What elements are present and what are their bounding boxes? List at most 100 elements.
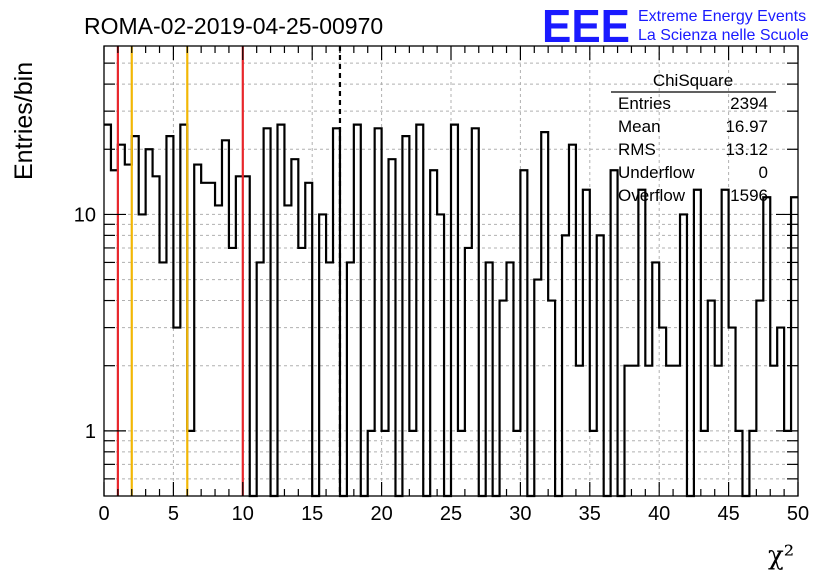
histogram-bin — [194, 165, 201, 496]
x-tick-label: 30 — [509, 503, 531, 525]
y-axis-label: Entries/bin — [10, 62, 38, 180]
stats-label-underflow: Underflow — [618, 163, 695, 182]
histogram-bin — [139, 214, 146, 496]
histogram-bin — [673, 366, 680, 496]
histogram-bin — [500, 301, 507, 496]
histogram-bin — [756, 301, 763, 496]
histogram-bin — [166, 136, 173, 496]
histogram-bin — [146, 149, 153, 496]
histogram-bin — [257, 262, 264, 496]
histogram-bin — [645, 366, 652, 496]
histogram-bin — [701, 431, 708, 496]
histogram-bin — [763, 197, 770, 496]
histogram-bin — [347, 262, 354, 496]
histogram-bin — [222, 140, 229, 496]
histogram-bin — [208, 183, 215, 496]
histogram-bin — [458, 431, 465, 496]
histogram-bin — [576, 366, 583, 496]
histogram-bin — [472, 128, 479, 496]
histogram-bin — [382, 431, 389, 496]
y-tick-label: 1 — [85, 421, 96, 443]
histogram-bin — [291, 159, 298, 496]
histogram-bin — [319, 214, 326, 496]
stats-value-overflow: 1596 — [730, 186, 768, 205]
stats-value-rms: 13.12 — [725, 140, 768, 159]
histogram-bin — [465, 248, 472, 496]
histogram-bin — [416, 125, 423, 496]
logo-line-1: Extreme Energy Events — [638, 8, 806, 25]
stats-value-entries: 2394 — [730, 94, 768, 113]
histogram-bin — [153, 176, 160, 496]
histogram-bin — [520, 170, 527, 496]
x-tick-label: 45 — [717, 503, 739, 525]
histogram-bin — [729, 328, 736, 496]
histogram-bin — [173, 328, 180, 496]
histogram-bin — [513, 431, 520, 496]
histogram-bin — [368, 431, 375, 496]
histogram-bin — [659, 328, 666, 496]
histogram-bin — [680, 214, 687, 496]
histogram-bin — [298, 248, 305, 496]
histogram-bin — [229, 248, 236, 496]
histogram-bin — [284, 205, 291, 496]
stats-value-mean: 16.97 — [725, 117, 768, 136]
histogram-bin — [631, 366, 638, 496]
histogram-bin — [264, 128, 271, 496]
x-tick-label: 40 — [648, 503, 670, 525]
histogram-bin — [409, 431, 416, 496]
histogram-bin — [486, 262, 493, 496]
histogram-bin — [638, 190, 645, 496]
histogram-bin — [694, 190, 701, 496]
reference-lines — [116, 46, 342, 496]
y-tick-label: 10 — [74, 204, 96, 226]
stats-label-entries: Entries — [618, 94, 671, 113]
histogram-bin — [326, 262, 333, 496]
x-tick-label: 0 — [98, 503, 109, 525]
histogram-bin — [375, 128, 382, 496]
histogram-bin — [625, 366, 632, 496]
x-tick-label: 35 — [579, 503, 601, 525]
histogram-bin — [402, 136, 409, 496]
x-axis-label: χ² — [768, 541, 794, 571]
stats-label-mean: Mean — [618, 117, 661, 136]
x-tick-label: 25 — [440, 503, 462, 525]
histogram-bin — [562, 235, 569, 496]
histogram-bin — [278, 125, 285, 496]
histogram-bin — [791, 197, 798, 496]
x-tick-labels: 0 5 10 15 20 25 30 35 40 45 50 — [98, 503, 809, 525]
stats-label-overflow: Overflow — [618, 186, 686, 205]
histogram-bin — [583, 190, 590, 496]
histogram-bin — [736, 431, 743, 496]
logo-line-2: La Scienza nelle Scuole — [638, 27, 809, 44]
stats-box: ChiSquare Entries 2394 Mean 16.97 RMS 13… — [611, 71, 776, 205]
histogram-bin — [597, 235, 604, 496]
histogram-bin — [215, 205, 222, 496]
histogram-bin — [305, 183, 312, 496]
x-tick-label: 10 — [232, 503, 254, 525]
histogram-bin — [160, 262, 167, 496]
histogram-bin — [430, 170, 437, 496]
histogram-bin — [437, 214, 444, 496]
logo-mark: EEE — [542, 0, 630, 52]
histogram-bin — [541, 132, 548, 496]
histogram-bin — [354, 125, 361, 496]
histogram-bin — [451, 125, 458, 496]
histogram-bin — [389, 159, 396, 496]
histogram-bin — [715, 366, 722, 496]
histogram-bin — [590, 431, 597, 496]
run-title: ROMA-02-2019-04-25-00970 — [84, 13, 383, 39]
x-tick-label: 15 — [301, 503, 323, 525]
histogram-bin — [722, 190, 729, 496]
histogram-bin — [548, 301, 555, 496]
x-tick-label: 5 — [168, 503, 179, 525]
histogram-outline — [104, 123, 798, 498]
histogram-bin — [708, 301, 715, 496]
histogram-bin — [507, 262, 514, 496]
histogram-bin — [611, 170, 618, 496]
histogram-bin — [652, 262, 659, 496]
x-tick-label: 50 — [787, 503, 809, 525]
histogram-bars — [104, 123, 798, 498]
histogram-bin — [201, 183, 208, 496]
y-tick-labels: 1 10 — [74, 204, 96, 442]
